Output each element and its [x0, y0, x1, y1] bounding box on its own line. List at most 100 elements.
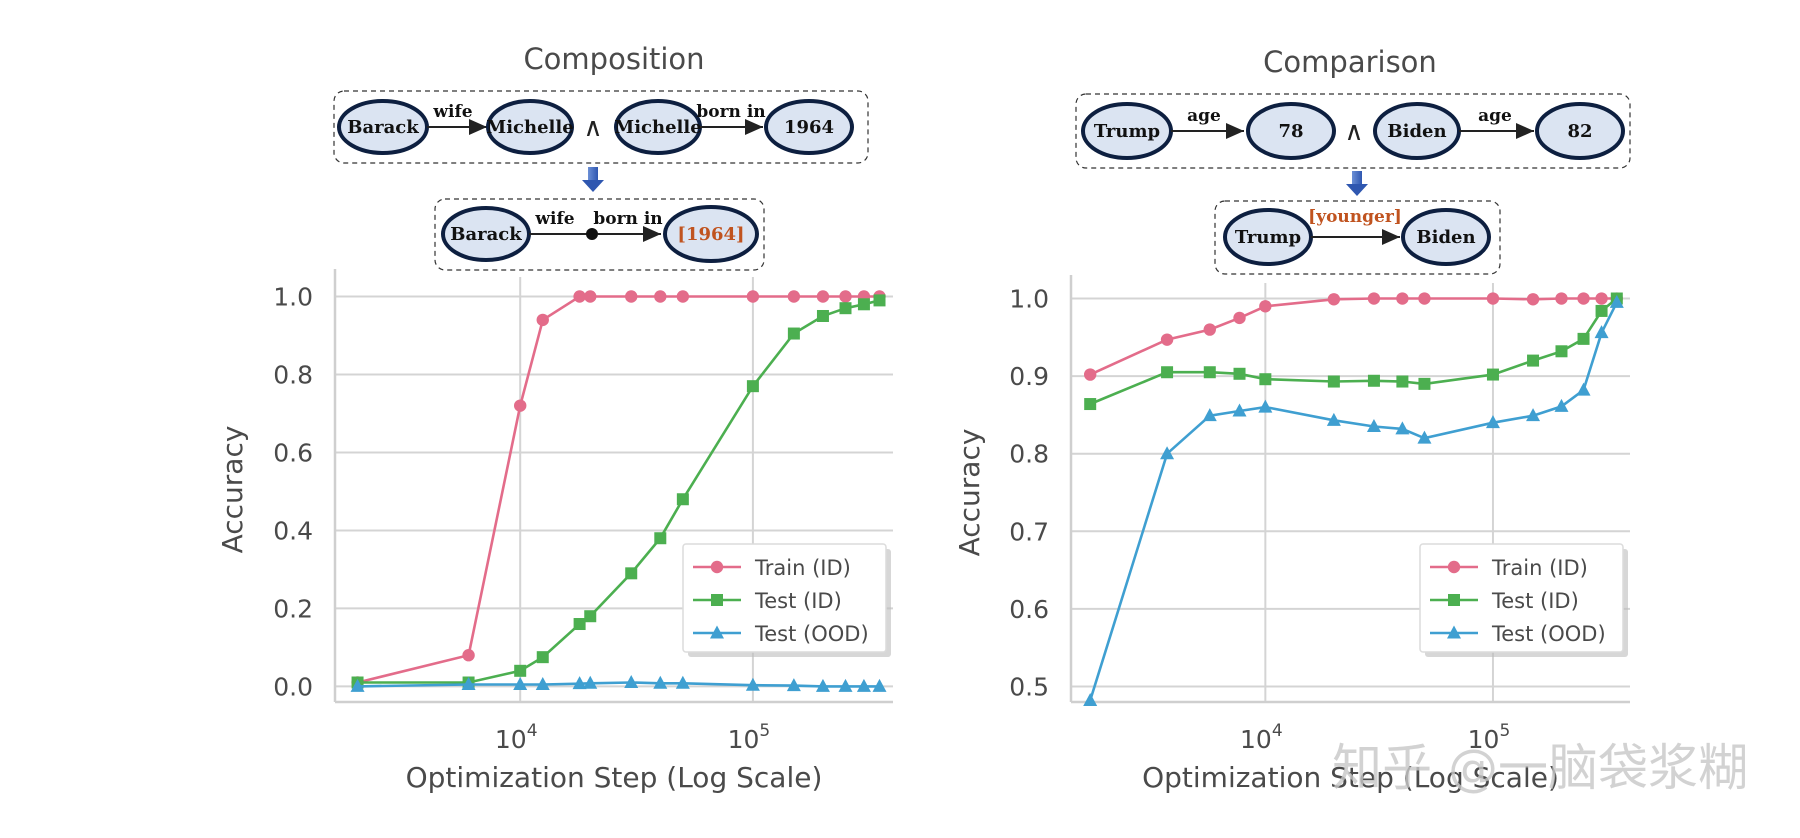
comparison-legend-marker: [1447, 560, 1461, 574]
composition-data-point: [624, 675, 639, 689]
comparison-data-point: [1259, 300, 1272, 313]
comparison-data-point: [1527, 354, 1540, 367]
comparison-data-point: [1233, 367, 1246, 380]
edge-born-in-label: born in: [696, 102, 765, 122]
comparison-data-point: [1258, 399, 1273, 413]
composition-data-point: [584, 290, 597, 303]
comparison-series-test-ood: [1083, 294, 1624, 706]
comparison-data-point: [1083, 692, 1098, 706]
composition-data-point: [839, 302, 852, 315]
comparison-y-tick-label: 0.6: [1009, 595, 1049, 624]
composition-data-point: [536, 313, 549, 327]
node-1964-inferred: [663, 205, 759, 263]
comparison-data-point: [1577, 292, 1590, 305]
comparison-series-line: [1089, 297, 1618, 406]
composition-data-point: [873, 294, 886, 307]
comparison-data-point: [1396, 375, 1409, 388]
composition-data-point: [675, 675, 690, 689]
comparison-y-tick-label: 0.7: [1009, 517, 1049, 546]
composition-data-point: [462, 649, 475, 662]
composition-data-point: [461, 676, 476, 690]
comparison-legend-marker: [1447, 625, 1461, 639]
composition-legend-label: Train (ID): [754, 556, 851, 580]
composition-data-point: [654, 532, 667, 545]
composition-legend: Train (ID) Test (ID) Test (OOD): [682, 543, 891, 657]
composition-legend-label: Test (OOD): [754, 622, 869, 646]
comparison-data-point: [1594, 325, 1609, 339]
comparison-data-point: [1203, 366, 1216, 379]
comparison-data-point: [1577, 332, 1590, 345]
composition-series-train-id: [351, 290, 886, 689]
node-barack-label: Barack: [347, 117, 419, 138]
composition-y-axis-label: Accuracy: [216, 426, 249, 554]
composition-legend-marker: [710, 625, 724, 639]
composition-x-tick-label: 104: [495, 721, 538, 754]
comparison-data-point: [1084, 398, 1097, 411]
composition-data-point: [535, 676, 550, 690]
edge-born-in-2-label: born in: [593, 209, 662, 229]
node-82-label: 82: [1567, 121, 1592, 142]
watermark-text: 知乎 @一脑袋浆糊: [1332, 739, 1748, 797]
composition-data-point: [816, 290, 830, 303]
comparison-y-tick-label: 0.8: [1009, 440, 1049, 469]
composition-data-point: [787, 327, 800, 340]
composition-legend-box: [682, 543, 887, 653]
composition-data-point: [573, 290, 586, 303]
composition-data-point: [787, 290, 801, 303]
comparison-data-point: [1418, 292, 1431, 305]
composition-data-point: [573, 618, 586, 631]
node-trump-2-label: Trump: [1235, 227, 1301, 248]
comparison-data-point: [1259, 373, 1272, 386]
composition-data-point: [625, 567, 638, 580]
comparison-legend-label: Test (OOD): [1491, 622, 1606, 646]
comparison-data-point: [1367, 292, 1381, 305]
comparison-y-tick-label: 1.0: [1009, 285, 1049, 314]
comparison-data-point: [1233, 311, 1246, 325]
comparison-data-point: [1327, 293, 1341, 306]
composition-y-tick-label: 0.8: [273, 360, 313, 389]
comparison-data-point: [1326, 412, 1341, 426]
composition-y-tick-label: 1.0: [273, 282, 313, 311]
comparison-data-point: [1418, 377, 1431, 390]
edge-wife-label: wife: [432, 102, 472, 122]
composition-series-test-ood: [350, 675, 887, 692]
composition-data-point: [838, 678, 853, 692]
composition-data-point: [676, 493, 689, 506]
comparison-data-point: [1161, 366, 1174, 379]
node-biden-label: Biden: [1387, 121, 1446, 142]
composition-data-point: [513, 676, 528, 690]
bridge-entity-dot: [586, 228, 598, 240]
and-operator: ∧: [583, 113, 602, 143]
comparison-data-point: [1485, 415, 1500, 429]
composition-down-arrow-icon: [582, 167, 604, 192]
composition-data-point: [745, 677, 760, 691]
comparison-data-point: [1203, 323, 1216, 336]
comparison-data-point: [1554, 398, 1569, 412]
comparison-y-tick-label: 0.9: [1009, 362, 1049, 391]
composition-data-point: [856, 678, 871, 692]
composition-diagram: Composition Barack wife Michelle ∧ Miche…: [333, 42, 869, 271]
composition-top-box: [333, 90, 869, 164]
composition-data-point: [654, 290, 667, 303]
comparison-data-point: [1202, 408, 1217, 422]
comparison-data-point: [1595, 304, 1608, 317]
comparison-data-point: [1576, 382, 1591, 396]
composition-data-point: [514, 399, 527, 412]
edge-age-2-label: age: [1478, 106, 1512, 126]
comparison-data-point: [1526, 293, 1540, 306]
comparison-legend-box: [1419, 543, 1624, 653]
node-1964-inferred-label: [1964]: [677, 224, 744, 245]
comparison-x-axis-label: Optimization Step (Log Scale): [1142, 761, 1559, 794]
comparison-y-axis-label: Accuracy: [953, 429, 986, 557]
composition-legend-marker: [711, 594, 723, 606]
comparison-data-point: [1417, 430, 1432, 444]
comparison-data-point: [1083, 368, 1097, 381]
and-operator-2: ∧: [1344, 117, 1363, 147]
composition-legend-label: Test (ID): [754, 589, 842, 613]
node-michelle-2-label: Michelle: [614, 117, 701, 138]
composition-accuracy-plot: 0.0 0.2 0.4 0.6 0.8 1.0 104 105 Optimization Ste…: [216, 269, 893, 794]
composition-data-point: [653, 675, 668, 689]
composition-y-tick-label: 0.0: [273, 672, 313, 701]
node-78-label: 78: [1278, 121, 1303, 142]
composition-data-point: [625, 290, 638, 303]
